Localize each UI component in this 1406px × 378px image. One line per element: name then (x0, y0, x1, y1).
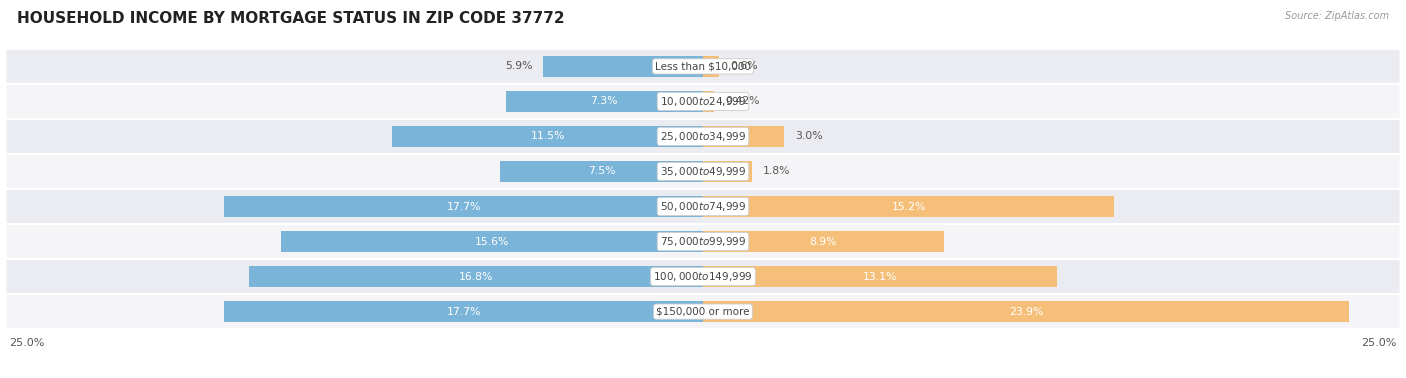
Text: 0.42%: 0.42% (725, 96, 759, 107)
Text: 13.1%: 13.1% (863, 271, 897, 282)
Text: $25,000 to $34,999: $25,000 to $34,999 (659, 130, 747, 143)
Bar (703, 91, 714, 112)
Text: 1.8%: 1.8% (762, 166, 790, 177)
Text: 5.9%: 5.9% (505, 61, 533, 71)
Bar (703, 302, 1350, 322)
Text: 15.2%: 15.2% (891, 201, 925, 212)
FancyBboxPatch shape (6, 49, 1400, 84)
Text: Less than $10,000: Less than $10,000 (655, 61, 751, 71)
Text: 0.6%: 0.6% (730, 61, 758, 71)
Text: $150,000 or more: $150,000 or more (657, 307, 749, 317)
Text: 11.5%: 11.5% (530, 132, 565, 141)
Bar (506, 91, 703, 112)
FancyBboxPatch shape (6, 259, 1400, 294)
Bar (225, 196, 703, 217)
Text: $100,000 to $149,999: $100,000 to $149,999 (654, 270, 752, 283)
Text: 8.9%: 8.9% (810, 237, 837, 246)
FancyBboxPatch shape (6, 224, 1400, 259)
Bar (703, 56, 720, 76)
Text: 23.9%: 23.9% (1010, 307, 1043, 317)
Text: $10,000 to $24,999: $10,000 to $24,999 (659, 95, 747, 108)
Bar (281, 231, 703, 252)
Text: 3.0%: 3.0% (794, 132, 823, 141)
FancyBboxPatch shape (6, 119, 1400, 154)
Text: $35,000 to $49,999: $35,000 to $49,999 (659, 165, 747, 178)
Bar (703, 266, 1057, 287)
FancyBboxPatch shape (6, 294, 1400, 329)
Bar (249, 266, 703, 287)
Bar (703, 126, 785, 147)
Bar (703, 231, 943, 252)
Text: $50,000 to $74,999: $50,000 to $74,999 (659, 200, 747, 213)
Text: HOUSEHOLD INCOME BY MORTGAGE STATUS IN ZIP CODE 37772: HOUSEHOLD INCOME BY MORTGAGE STATUS IN Z… (17, 11, 564, 26)
Text: 15.6%: 15.6% (475, 237, 509, 246)
Text: 7.5%: 7.5% (588, 166, 616, 177)
FancyBboxPatch shape (6, 84, 1400, 119)
FancyBboxPatch shape (6, 189, 1400, 224)
Text: 17.7%: 17.7% (447, 307, 481, 317)
Text: $75,000 to $99,999: $75,000 to $99,999 (659, 235, 747, 248)
Text: 7.3%: 7.3% (591, 96, 619, 107)
Bar (501, 161, 703, 182)
FancyBboxPatch shape (6, 154, 1400, 189)
Text: 16.8%: 16.8% (458, 271, 494, 282)
Text: Source: ZipAtlas.com: Source: ZipAtlas.com (1285, 11, 1389, 21)
Bar (225, 302, 703, 322)
Bar (544, 56, 703, 76)
Text: 17.7%: 17.7% (447, 201, 481, 212)
Bar (392, 126, 703, 147)
Bar (703, 161, 752, 182)
Bar (703, 196, 1114, 217)
